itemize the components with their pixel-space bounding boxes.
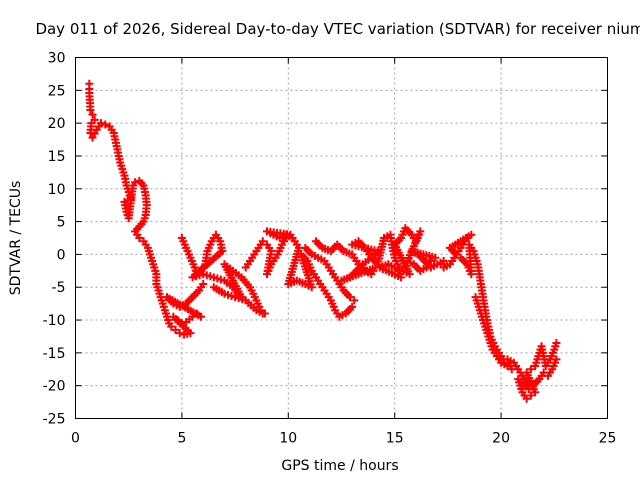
data-point — [522, 394, 531, 403]
data-point — [97, 119, 106, 128]
data-point — [175, 329, 184, 338]
data-point — [167, 322, 176, 331]
y-tick-label: 0 — [57, 247, 66, 263]
data-point — [522, 368, 531, 377]
x-tick-label: 10 — [279, 431, 297, 447]
chart-title: Day 011 of 2026, Sidereal Day-to-day VTE… — [35, 20, 640, 38]
y-tick-label: -5 — [52, 280, 66, 296]
data-points — [85, 79, 561, 403]
y-axis-label: SDTVAR / TECUs — [8, 181, 24, 296]
x-tick-label: 20 — [492, 431, 510, 447]
data-point — [135, 234, 144, 242]
x-tick-label: 15 — [386, 431, 404, 447]
data-point — [169, 312, 178, 321]
y-tick-label: -20 — [43, 379, 66, 395]
x-axis-label: GPS time / hours — [281, 458, 398, 474]
data-point — [101, 120, 110, 129]
data-point — [348, 302, 357, 311]
y-tick-label: 10 — [48, 182, 66, 198]
y-tick-label: 25 — [48, 83, 66, 99]
data-point — [552, 355, 561, 364]
data-point — [350, 296, 359, 305]
x-tick-label: 25 — [599, 431, 617, 447]
data-point — [177, 319, 186, 328]
data-point — [173, 316, 182, 325]
y-tick-label: -25 — [43, 412, 66, 428]
data-point — [171, 325, 180, 334]
y-tick-label: 30 — [48, 51, 66, 67]
data-point — [526, 391, 535, 400]
y-tick-label: -10 — [43, 313, 66, 329]
grid-lines — [75, 57, 608, 419]
y-tick-label: -15 — [43, 346, 66, 362]
data-point — [86, 106, 95, 115]
plot-frame — [75, 57, 608, 419]
data-point — [199, 279, 208, 288]
axis-ticks: -25 -20 -15 -10 -5 0 5 10 15 20 25 30 0 5 10 15 20 25 — [43, 51, 617, 447]
y-tick-label: 20 — [48, 116, 66, 132]
data-point — [552, 339, 561, 348]
data-point — [258, 237, 267, 246]
y-tick-label: 5 — [57, 215, 66, 231]
data-point — [346, 293, 355, 302]
y-tick-label: 15 — [48, 149, 66, 165]
x-tick-label: 5 — [177, 431, 186, 447]
data-point — [452, 250, 461, 259]
x-tick-label: 0 — [71, 431, 80, 447]
data-point — [526, 365, 535, 374]
data-point — [88, 110, 97, 119]
data-point — [258, 309, 267, 318]
